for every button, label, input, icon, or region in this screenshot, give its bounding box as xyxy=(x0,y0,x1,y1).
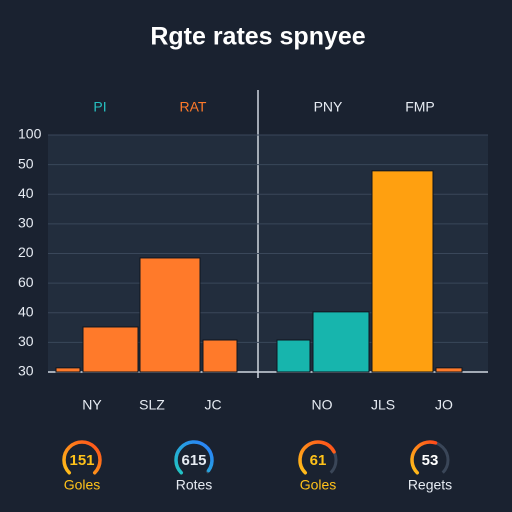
gauge-value: 151 xyxy=(69,452,94,469)
legend-entry: FMP xyxy=(405,99,435,115)
x-tick-label: JLS xyxy=(371,397,395,413)
gauge-label: Rotes xyxy=(176,477,213,493)
bar xyxy=(82,326,139,373)
y-axis-label: 20 xyxy=(18,244,34,260)
x-tick-label: SLZ xyxy=(139,397,165,413)
y-axis-label: 30 xyxy=(18,215,34,231)
y-axis-label: 40 xyxy=(18,185,34,201)
gauge-value: 53 xyxy=(422,452,439,469)
legend-entry: RAT xyxy=(180,99,207,115)
gauge-label: Goles xyxy=(300,477,337,493)
x-tick-label: JC xyxy=(204,397,221,413)
bar xyxy=(55,367,81,373)
chart-title: Rgte rates spnyee xyxy=(150,23,365,51)
y-axis-label: 60 xyxy=(18,274,34,290)
x-tick-label: NY xyxy=(82,397,102,413)
bar xyxy=(312,311,370,373)
legend-entry: PI xyxy=(93,99,106,115)
x-tick-label: NO xyxy=(312,397,333,413)
bar xyxy=(139,257,201,373)
gauge-arc xyxy=(298,440,336,475)
bar xyxy=(371,170,434,373)
y-axis-label: 30 xyxy=(18,333,34,349)
gauge-value: 615 xyxy=(181,452,206,469)
bar xyxy=(276,339,311,373)
gauge-arc xyxy=(174,440,214,475)
gauge-label: Goles xyxy=(64,477,101,493)
gauge-arc xyxy=(62,440,102,475)
bar xyxy=(435,367,463,373)
gauge-value: 61 xyxy=(310,452,327,469)
y-axis-label: 100 xyxy=(18,126,42,142)
y-axis-label: 50 xyxy=(18,155,34,171)
gauge-arc xyxy=(410,440,438,475)
y-axis-label: 30 xyxy=(18,363,34,379)
legend-entry: PNY xyxy=(314,99,343,115)
bar xyxy=(202,339,238,373)
gauge-label: Regets xyxy=(408,477,452,493)
y-axis-label: 40 xyxy=(18,303,34,319)
x-tick-label: JO xyxy=(435,397,453,413)
